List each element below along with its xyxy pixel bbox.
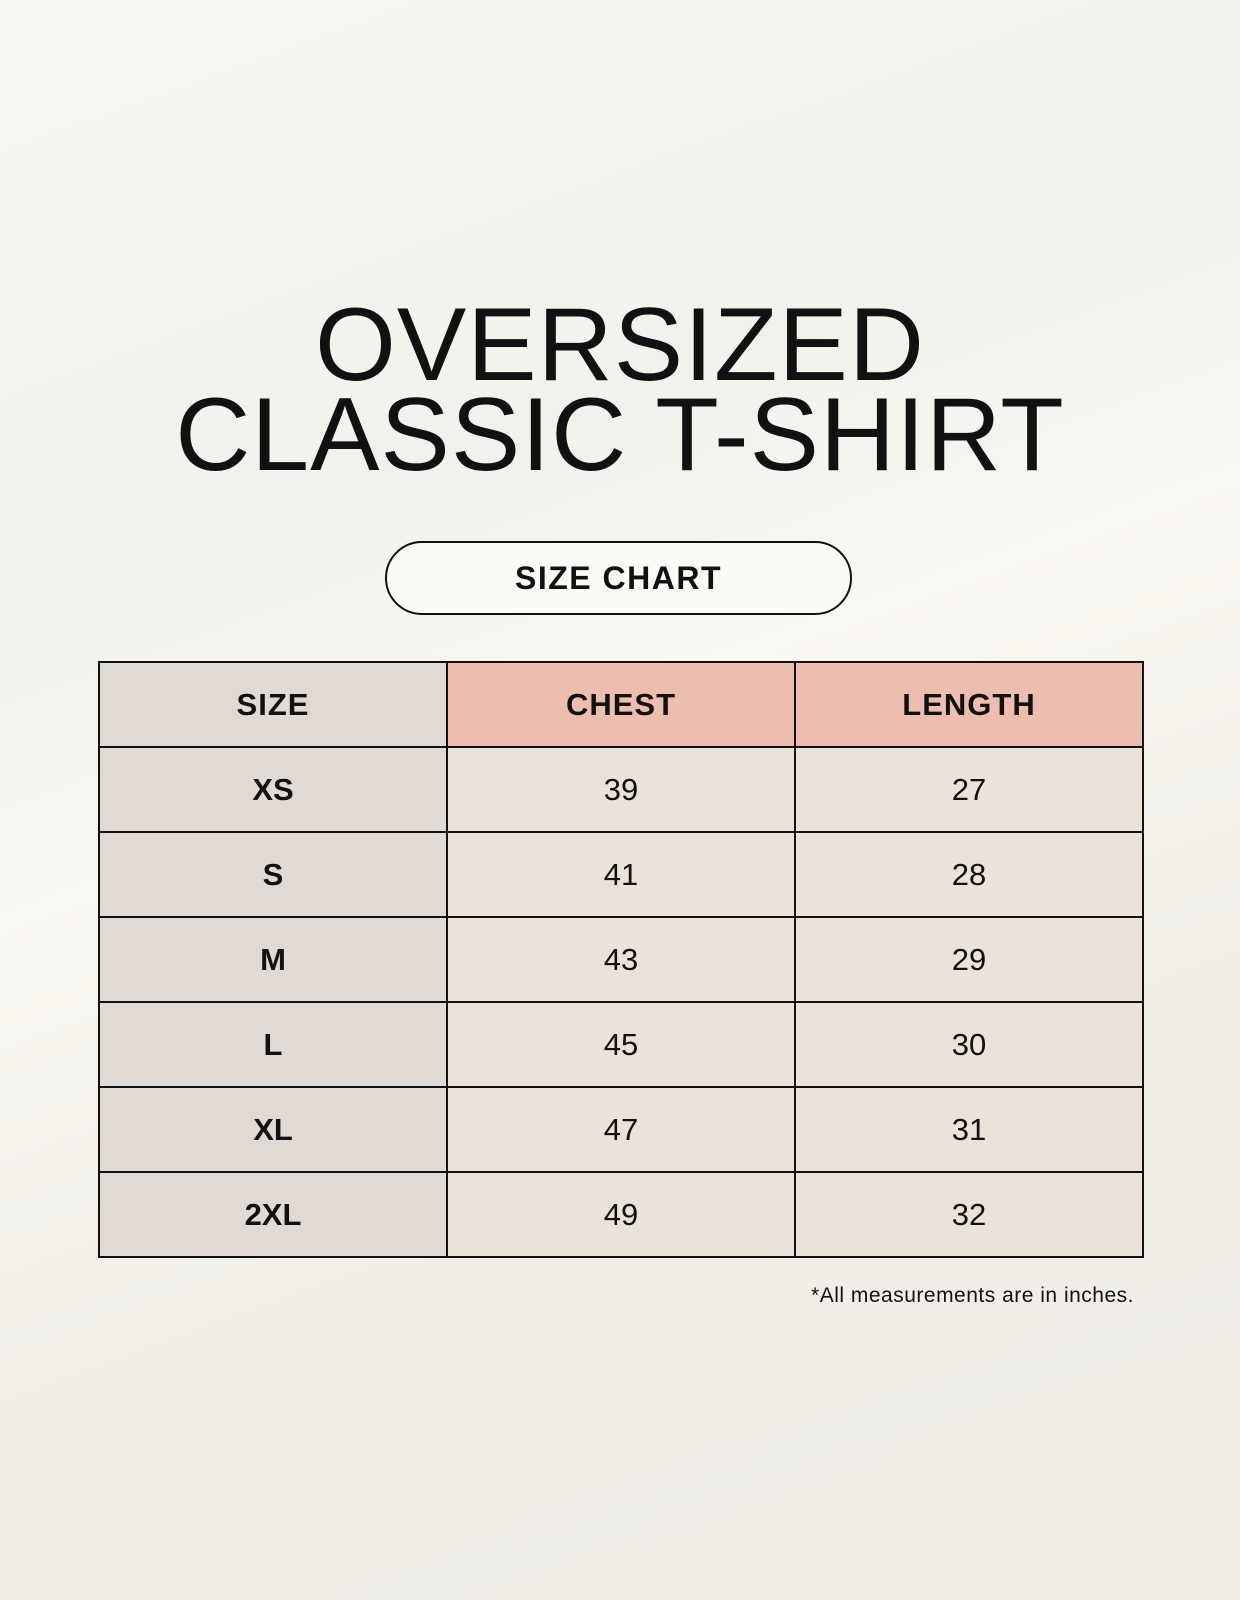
table-row: XS 39 27 (98, 746, 1144, 833)
size-cell: XS (98, 746, 448, 833)
page-title: OVERSIZED CLASSIC T-SHIRT (0, 287, 1240, 493)
size-cell: M (98, 916, 448, 1003)
size-table: SIZE CHEST LENGTH XS 39 27 S 41 28 M 43 29 L 45 30 X… (98, 661, 1144, 1258)
table-row: 2XL 49 32 (98, 1171, 1144, 1258)
size-cell: S (98, 831, 448, 918)
size-chart-label: SIZE CHART (385, 541, 852, 615)
chest-cell: 49 (446, 1171, 796, 1258)
length-cell: 32 (794, 1171, 1144, 1258)
size-cell: XL (98, 1086, 448, 1173)
length-cell: 29 (794, 916, 1144, 1003)
title-line-1: OVERSIZED (315, 287, 925, 403)
size-cell: L (98, 1001, 448, 1088)
table-row: L 45 30 (98, 1001, 1144, 1088)
chest-cell: 39 (446, 746, 796, 833)
length-cell: 31 (794, 1086, 1144, 1173)
length-cell: 30 (794, 1001, 1144, 1088)
length-cell: 28 (794, 831, 1144, 918)
length-cell: 27 (794, 746, 1144, 833)
table-header-row: SIZE CHEST LENGTH (98, 661, 1144, 748)
chest-cell: 47 (446, 1086, 796, 1173)
header-chest: CHEST (446, 661, 796, 748)
table-row: XL 47 31 (98, 1086, 1144, 1173)
header-size: SIZE (98, 661, 448, 748)
header-length: LENGTH (794, 661, 1144, 748)
chest-cell: 43 (446, 916, 796, 1003)
title-line-2: CLASSIC T-SHIRT (175, 377, 1065, 493)
footnote: *All measurements are in inches. (811, 1284, 1134, 1307)
table-row: M 43 29 (98, 916, 1144, 1003)
size-cell: 2XL (98, 1171, 448, 1258)
table-row: S 41 28 (98, 831, 1144, 918)
chest-cell: 41 (446, 831, 796, 918)
chest-cell: 45 (446, 1001, 796, 1088)
